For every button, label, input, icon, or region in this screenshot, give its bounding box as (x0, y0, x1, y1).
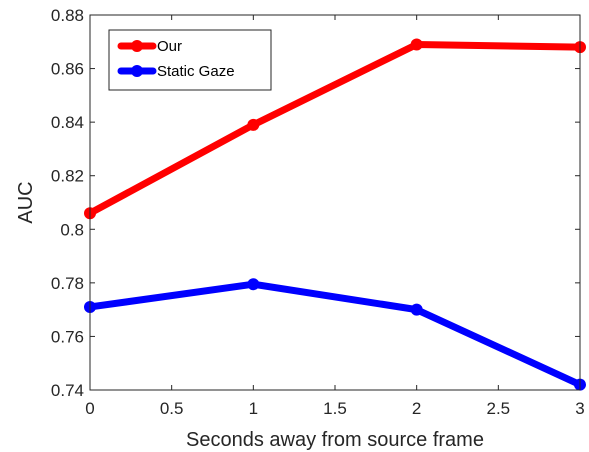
legend-marker (131, 65, 143, 77)
x-axis-label: Seconds away from source frame (186, 429, 484, 451)
x-tick-label: 2 (412, 399, 421, 418)
legend-label: Our (157, 38, 182, 55)
legend-label: Static Gaze (157, 63, 235, 80)
legend-marker (131, 40, 143, 52)
x-axis: 0 0.5 1 1.5 2 2.5 3 (85, 15, 585, 418)
y-axis: 0.74 0.76 0.78 0.8 0.82 0.84 0.86 0.88 (51, 6, 580, 400)
x-tick-label: 2.5 (487, 399, 511, 418)
legend: Our Static Gaze (108, 29, 272, 91)
x-tick-label: 1 (249, 399, 258, 418)
y-tick-label: 0.84 (51, 113, 84, 132)
y-tick-label: 0.8 (60, 220, 84, 239)
y-axis-label: AUC (15, 181, 37, 223)
x-tick-label: 0 (85, 399, 94, 418)
series-layer (84, 38, 586, 391)
x-tick-label: 3 (575, 399, 584, 418)
y-tick-label: 0.86 (51, 60, 84, 79)
x-tick-label: 0.5 (160, 399, 184, 418)
y-tick-label: 0.82 (51, 167, 84, 186)
legend-box (108, 29, 272, 91)
y-tick-label: 0.76 (51, 327, 84, 346)
x-tick-label: 1.5 (323, 399, 347, 418)
y-tick-label: 0.74 (51, 381, 84, 400)
y-tick-label: 0.88 (51, 6, 84, 25)
data-point (410, 38, 423, 51)
data-point (247, 118, 260, 131)
data-point (247, 278, 260, 291)
data-point (410, 303, 423, 316)
y-tick-label: 0.78 (51, 274, 84, 293)
series-line-1 (86, 280, 584, 389)
series-line-0 (86, 40, 584, 217)
